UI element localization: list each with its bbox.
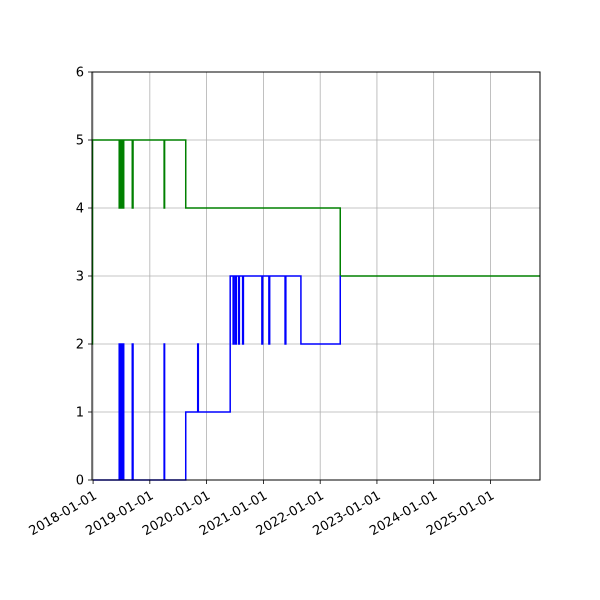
y-tick-label: 3 (76, 270, 84, 285)
series-line-1 (91, 139, 540, 345)
y-tick-label: 5 (76, 134, 84, 149)
series-line-2 (93, 275, 341, 481)
y-tick-label: 1 (76, 406, 84, 421)
x-axis: 2018-01-012019-01-012020-01-012021-01-01… (27, 480, 497, 539)
y-tick-label: 0 (76, 474, 84, 489)
y-tick-label: 2 (76, 338, 84, 353)
y-tick-label: 6 (76, 66, 84, 81)
series-lines (91, 139, 540, 481)
y-tick-label: 4 (76, 202, 84, 217)
y-axis: 0 1 2 3 4 5 6 (76, 66, 92, 489)
